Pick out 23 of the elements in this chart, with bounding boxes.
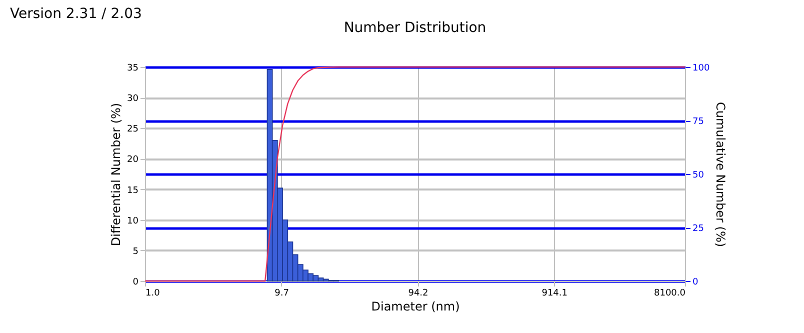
- x-tick-label: 9.7: [274, 288, 289, 298]
- y-tick-label: 35: [127, 64, 138, 74]
- x-tick-label: 914.1: [542, 288, 568, 298]
- y-tick-label: 15: [127, 186, 138, 196]
- y2-tick-label: 75: [692, 117, 704, 127]
- y2-tick-label: 25: [692, 224, 704, 234]
- x-tick-label: 1.0: [146, 288, 160, 298]
- y2-tick-label: 0: [692, 278, 698, 288]
- text: Version 2.31 / 2.03: [10, 6, 142, 22]
- y-tick-label: 10: [127, 216, 139, 226]
- y-axis-title: Differential Number (%): [109, 102, 124, 246]
- y2-tick-label: 100: [692, 64, 710, 74]
- x-axis-title: Diameter (nm): [371, 300, 460, 314]
- y-tick-label: 25: [127, 124, 138, 135]
- y2-axis-title: Cumulative Number (%): [714, 102, 728, 248]
- x-tick-label: 8100.0: [654, 288, 686, 298]
- y-tick-label: 20: [127, 155, 139, 166]
- y-tick-label: 30: [127, 94, 139, 104]
- y-tick-label: 5: [132, 246, 138, 257]
- x-tick-label: 94.2: [408, 288, 428, 298]
- chart-title: Number Distribution: [344, 20, 486, 36]
- y2-tick-label: 50: [692, 170, 704, 180]
- y-tick-label: 0: [132, 278, 139, 288]
